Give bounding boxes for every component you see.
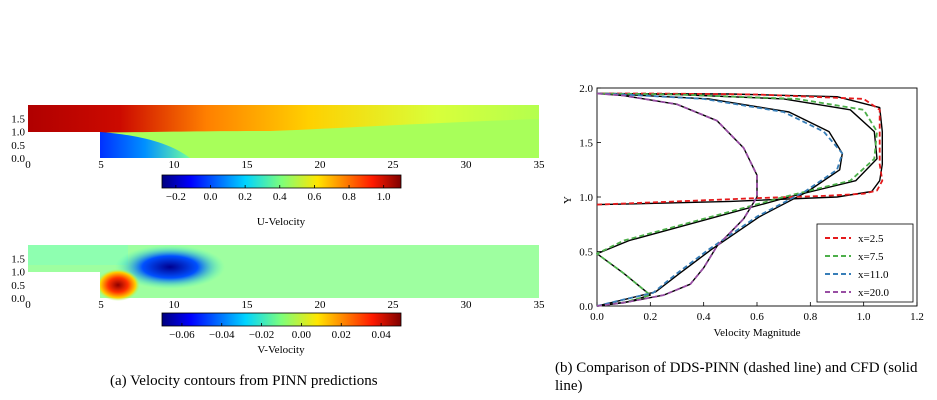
contour-ytick-label: 0.0 [11,293,25,305]
contour-xtick-label: 5 [98,299,104,311]
series-line [596,92,884,206]
u-velocity-contour-panel: 0.00.51.01.5 0 5 10 15 20 25 30 35 −0.2 0.0 0.2 0.… [11,105,545,228]
contour-ytick-label: 1.5 [11,253,25,265]
plot-ylabel: Y [562,196,574,204]
series-line [596,92,758,307]
plot-yticks: 0.0 0.5 1.0 1.5 2.0 [579,83,601,313]
v-contour-xticks: 0 5 10 15 20 25 30 35 [25,299,545,311]
legend-entry: x=20.0 [858,287,889,299]
v-contour-yticks: 0.00.51.0 1.5 [11,253,25,305]
v-colorbar-ticks: −0.06 −0.04 −0.02 0.00 0.02 0.04 [169,323,391,341]
u-contour-xticks: 0 5 10 15 20 25 30 35 [25,159,545,171]
plot-ytick-label: 2.0 [579,83,593,95]
contour-ytick-label: 0.5 [11,280,25,292]
caption-a: (a) Velocity contours from PINN predicti… [110,373,378,389]
caption-b: (b) Comparison of DDS-PINN (dashed line)… [555,360,918,394]
u-colorbar-label: U-Velocity [257,216,306,228]
colorbar-tick-label: −0.02 [249,329,274,341]
plot-xtick-label: 0.8 [803,311,817,323]
colorbar-tick-label: 0.00 [292,329,312,341]
plot-ytick-label: 0.0 [579,301,593,313]
legend-entry: x=7.5 [858,251,884,263]
series-line [596,92,878,307]
contour-ytick-label: 0.0 [11,153,25,165]
u-contour-yticks: 0.00.51.0 1.5 [11,113,25,165]
colorbar-tick-label: 0.0 [204,191,218,203]
colorbar-tick-label: −0.06 [169,329,195,341]
contour-xtick-label: 25 [388,159,400,171]
u-contour-field [28,105,539,158]
plot-legend: x=2.5 x=7.5 x=11.0 x=20.0 [816,223,914,303]
plot-xtick-label: 0.0 [590,311,604,323]
plot-ytick-label: 1.0 [579,192,593,204]
contour-xtick-label: 0 [25,159,31,171]
colorbar-tick-label: 0.2 [238,191,252,203]
v-contour-field [28,245,539,301]
contour-xtick-label: 20 [315,159,327,171]
contour-xtick-label: 10 [169,159,181,171]
contour-xtick-label: 35 [534,159,546,171]
contour-xtick-label: 25 [388,299,400,311]
contour-ytick-label: 1.0 [11,267,25,279]
plot-xtick-label: 0.4 [697,311,711,323]
colorbar-tick-label: 1.0 [377,191,391,203]
u-contour-axes: 0.00.51.0 1.5 0 5 10 15 20 25 30 35 [11,113,545,171]
series-line [596,92,844,307]
plot-xtick-label: 0.6 [750,311,764,323]
colorbar-tick-label: 0.6 [308,191,322,203]
contour-ytick-label: 0.5 [11,140,25,152]
plot-ytick-label: 1.5 [579,138,593,150]
v-colorbar: −0.06 −0.04 −0.02 0.00 0.02 0.04 V-Velocity [161,312,402,356]
plot-xlabel: Velocity Magnitude [713,327,800,339]
velocity-profile-plot: 0.0 0.2 0.4 0.6 0.8 1.0 1.2 0.0 0.5 1.0 1.5 2.0 Ve… [562,83,924,339]
v-colorbar-label: V-Velocity [257,344,305,356]
contour-xtick-label: 20 [315,299,327,311]
contour-xtick-label: 30 [461,159,473,171]
u-colorbar: −0.2 0.0 0.2 0.4 0.6 0.8 1.0 U-Velocity [161,174,402,228]
contour-xtick-label: 30 [461,299,473,311]
colorbar-tick-label: 0.8 [342,191,356,203]
colorbar-tick-label: 0.02 [332,329,351,341]
contour-xtick-label: 35 [534,299,546,311]
contour-xtick-label: 10 [169,299,181,311]
plot-xticks: 0.0 0.2 0.4 0.6 0.8 1.0 1.2 [590,302,924,323]
legend-entry: x=11.0 [858,269,889,281]
contour-ytick-label: 1.5 [11,113,25,125]
plot-ytick-label: 0.5 [579,247,593,259]
plot-xtick-label: 1.2 [910,311,924,323]
plot-series-lines [596,92,884,307]
v-velocity-contour-panel: 0.00.51.01.5 0 5 10 15 20 25 30 35 −0.06 −0.04 −0… [11,245,545,356]
plot-xtick-label: 0.2 [643,311,657,323]
colorbar-tick-label: −0.04 [209,329,235,341]
contour-xtick-label: 5 [98,159,104,171]
v-contour-axes: 0.00.51.0 1.5 0 5 10 15 20 25 30 35 [11,253,545,311]
colorbar-tick-label: −0.2 [166,191,186,203]
contour-xtick-label: 0 [25,299,31,311]
contour-ytick-label: 1.0 [11,127,25,139]
legend-entry: x=2.5 [858,233,884,245]
plot-xtick-label: 1.0 [857,311,871,323]
contour-xtick-label: 15 [242,299,254,311]
colorbar-tick-label: 0.4 [273,191,287,203]
contour-xtick-label: 15 [242,159,254,171]
u-colorbar-ticks: −0.2 0.0 0.2 0.4 0.6 0.8 1.0 [166,185,391,203]
colorbar-tick-label: 0.04 [371,329,391,341]
